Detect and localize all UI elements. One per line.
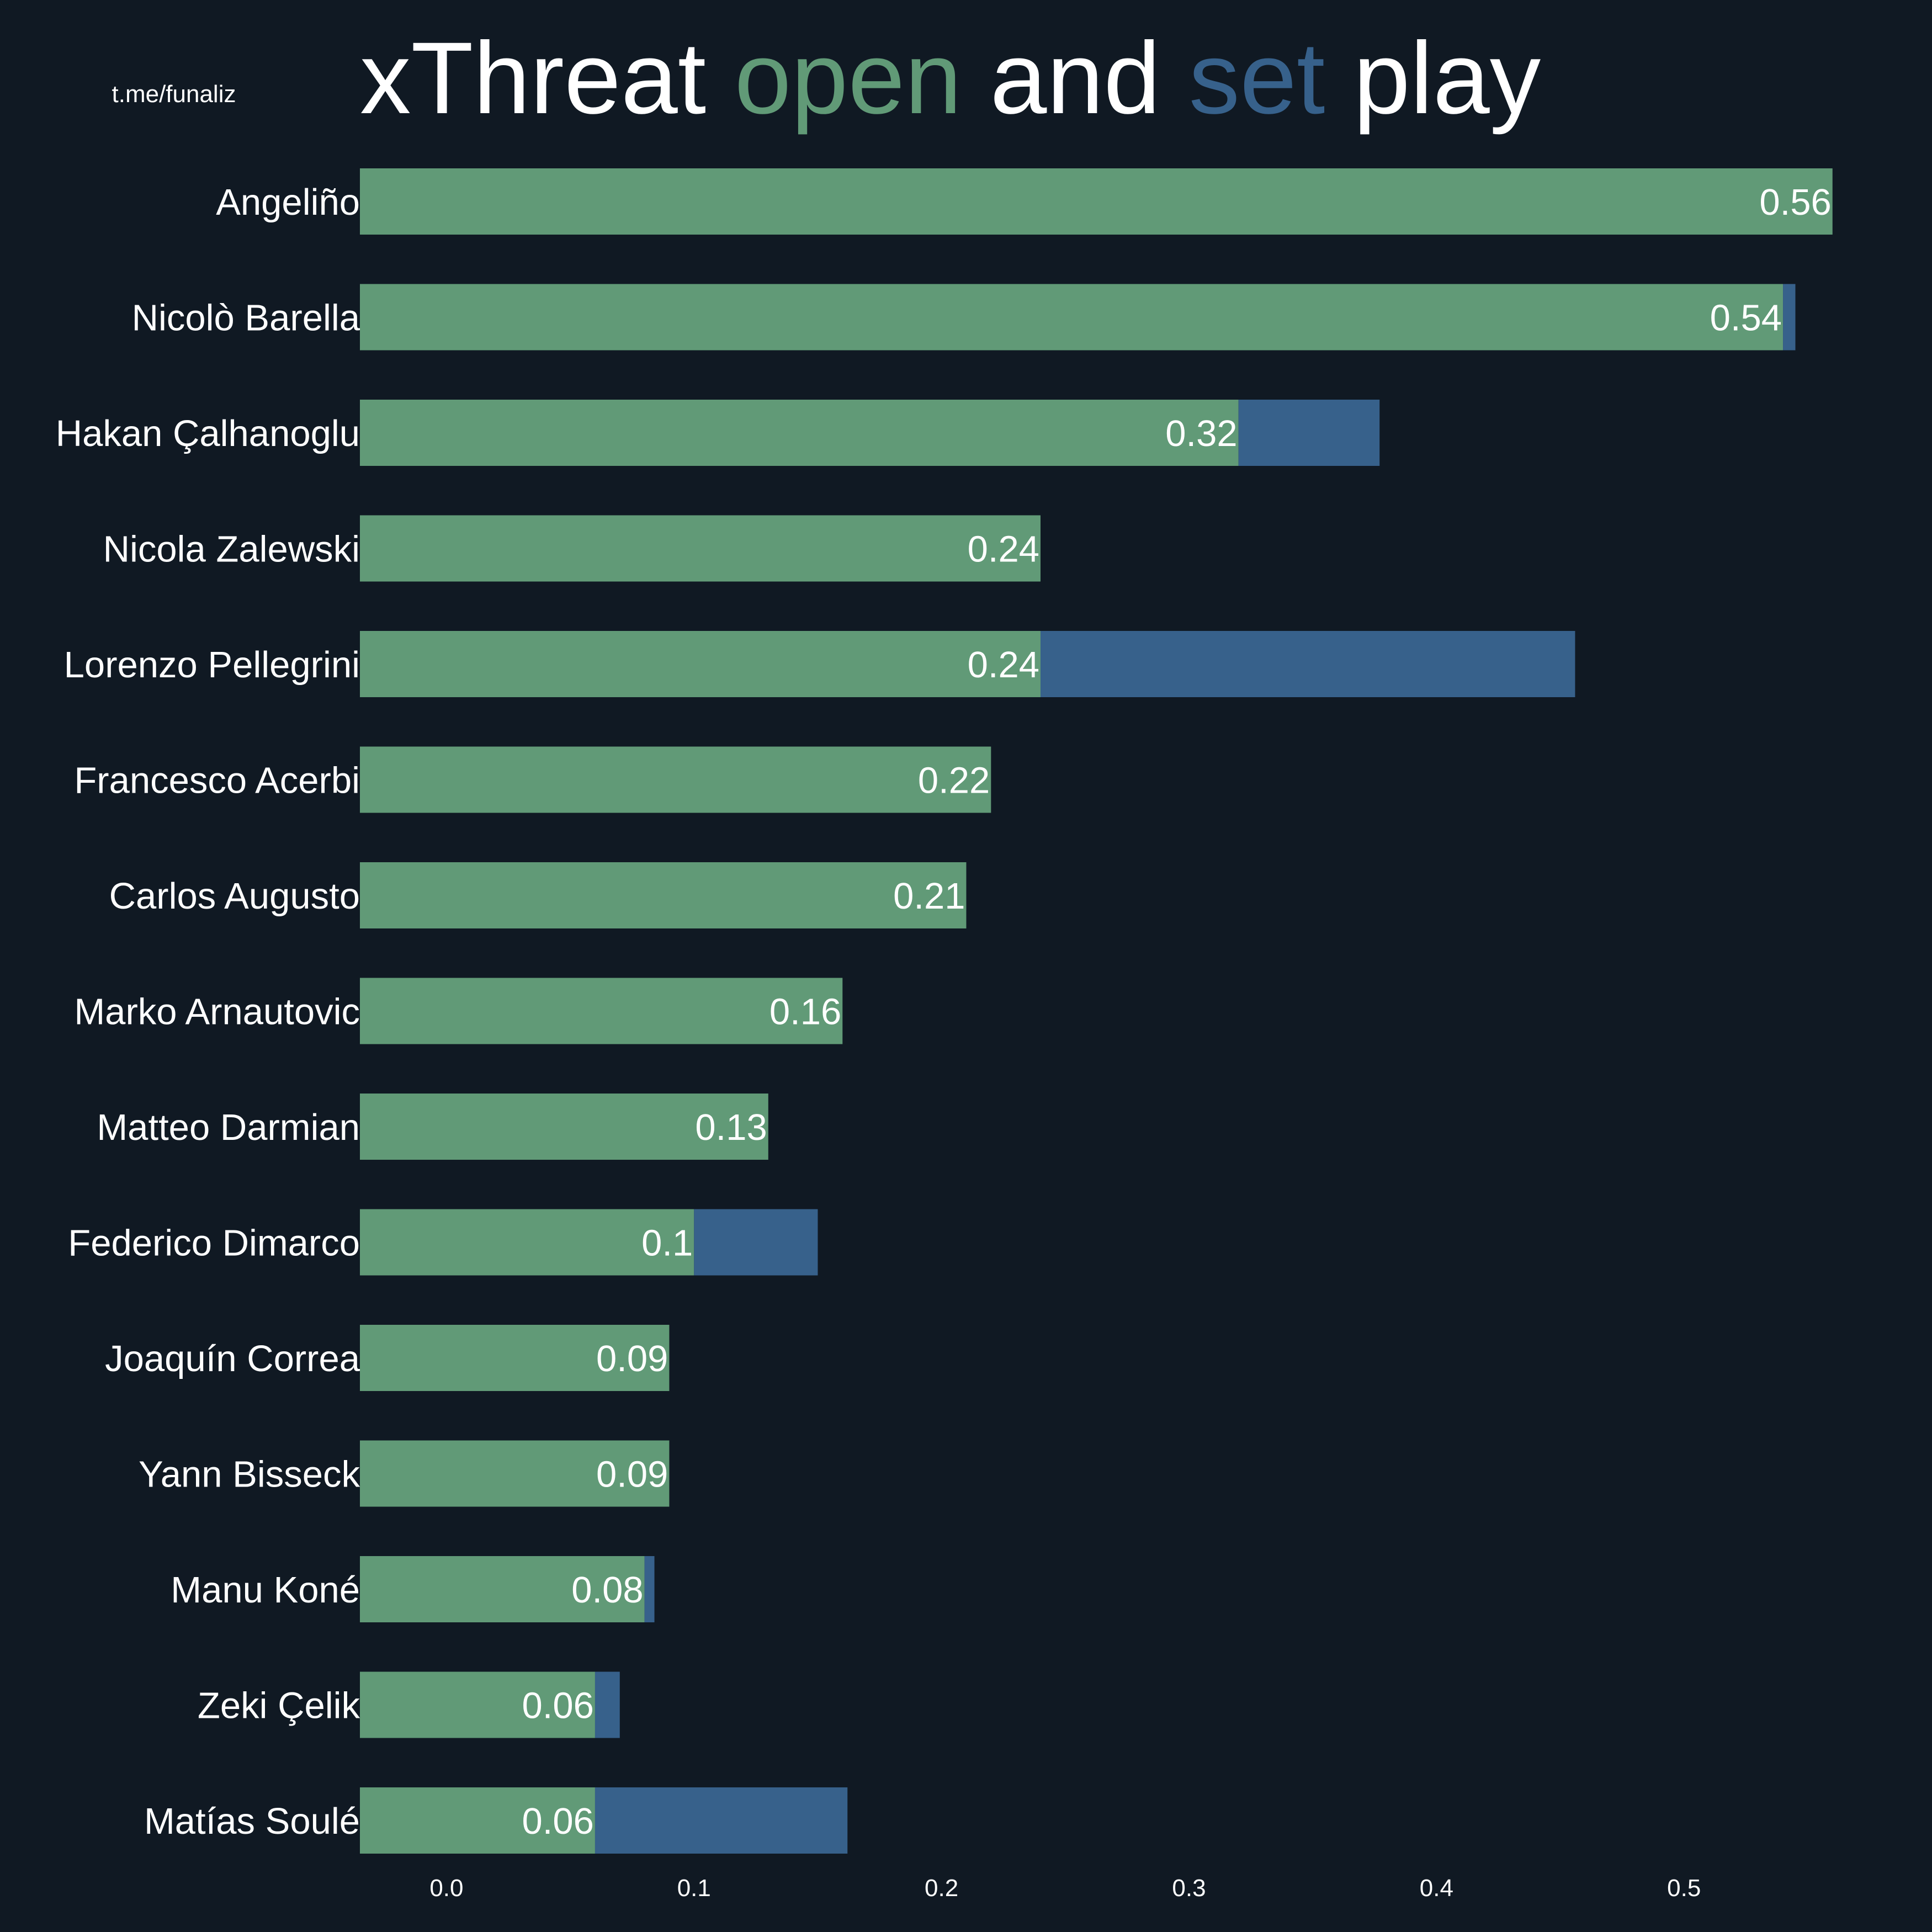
open-play-bar bbox=[360, 1556, 645, 1622]
x-tick-label: 0.0 bbox=[429, 1875, 463, 1902]
title-set-word: set bbox=[1189, 22, 1325, 135]
value-label: 0.09 bbox=[596, 1454, 668, 1495]
player-label: Nicolò Barella bbox=[132, 298, 360, 339]
player-label: Francesco Acerbi bbox=[74, 760, 360, 802]
value-label: 0.21 bbox=[893, 875, 965, 917]
open-play-bar bbox=[360, 515, 1041, 582]
value-label: 0.09 bbox=[596, 1338, 668, 1379]
set-play-bar bbox=[595, 1787, 848, 1854]
open-play-bar bbox=[360, 1671, 595, 1738]
x-tick-label: 0.3 bbox=[1172, 1875, 1206, 1902]
open-play-bar bbox=[360, 1094, 768, 1160]
open-play-bar bbox=[360, 1440, 670, 1507]
value-label: 0.54 bbox=[1710, 298, 1782, 339]
player-label: Yann Bisseck bbox=[139, 1454, 360, 1495]
player-label: Federico Dimarco bbox=[68, 1223, 360, 1264]
value-label: 0.06 bbox=[522, 1801, 594, 1842]
title-open-word: open bbox=[735, 22, 962, 135]
x-tick-label: 0.5 bbox=[1667, 1875, 1701, 1902]
open-play-bar bbox=[360, 400, 1239, 466]
player-label: Zeki Çelik bbox=[198, 1685, 360, 1727]
value-label: 0.06 bbox=[522, 1685, 594, 1727]
value-label: 0.16 bbox=[769, 991, 841, 1033]
open-play-bar bbox=[360, 631, 1041, 697]
chart-title: xThreat open and set play bbox=[360, 22, 1541, 135]
set-play-bar bbox=[1783, 284, 1796, 351]
value-label: 0.22 bbox=[918, 760, 990, 802]
open-play-bar bbox=[360, 1325, 670, 1391]
open-play-bar bbox=[360, 978, 843, 1044]
player-label: Carlos Augusto bbox=[109, 875, 360, 917]
player-label: Angeliño bbox=[216, 182, 360, 223]
x-tick-label: 0.4 bbox=[1420, 1875, 1453, 1902]
player-label: Joaquín Correa bbox=[105, 1338, 360, 1379]
open-play-bar bbox=[360, 284, 1784, 351]
set-play-bar bbox=[1040, 631, 1575, 697]
player-label: Lorenzo Pellegrini bbox=[64, 644, 360, 686]
player-label: Hakan Çalhanoglu bbox=[56, 413, 360, 454]
x-tick-label: 0.1 bbox=[677, 1875, 711, 1902]
watermark-handle: t.me/funaliz bbox=[112, 81, 236, 108]
title-part-3: play bbox=[1325, 22, 1541, 135]
set-play-bar bbox=[644, 1556, 655, 1622]
title-part-2: and bbox=[962, 22, 1188, 135]
x-tick-label: 0.2 bbox=[925, 1875, 958, 1902]
player-label: Nicola Zalewski bbox=[103, 529, 360, 570]
open-play-bar bbox=[360, 1787, 595, 1854]
value-label: 0.24 bbox=[968, 644, 1039, 686]
value-label: 0.13 bbox=[695, 1107, 767, 1148]
plot-area: 0.56 Angeliño 0.54 Nicolò Barella 0.32 Hakan … bbox=[56, 168, 1833, 1902]
value-label: 0.32 bbox=[1165, 413, 1237, 454]
open-play-bar bbox=[360, 168, 1833, 235]
set-play-bar bbox=[595, 1671, 620, 1738]
title-part-1: xThreat bbox=[360, 22, 735, 135]
open-play-bar bbox=[360, 1209, 694, 1276]
open-play-bar bbox=[360, 862, 967, 928]
player-label: Matías Soulé bbox=[144, 1801, 360, 1842]
set-play-bar bbox=[1238, 400, 1380, 466]
player-label: Manu Koné bbox=[171, 1569, 360, 1611]
open-play-bar bbox=[360, 746, 991, 813]
value-label: 0.08 bbox=[571, 1569, 643, 1611]
player-label: Matteo Darmian bbox=[97, 1107, 360, 1148]
set-play-bar bbox=[694, 1209, 818, 1276]
value-label: 0.24 bbox=[968, 529, 1039, 570]
value-label: 0.56 bbox=[1759, 182, 1831, 223]
player-label: Marko Arnautovic bbox=[74, 991, 360, 1033]
value-label: 0.1 bbox=[641, 1223, 693, 1264]
